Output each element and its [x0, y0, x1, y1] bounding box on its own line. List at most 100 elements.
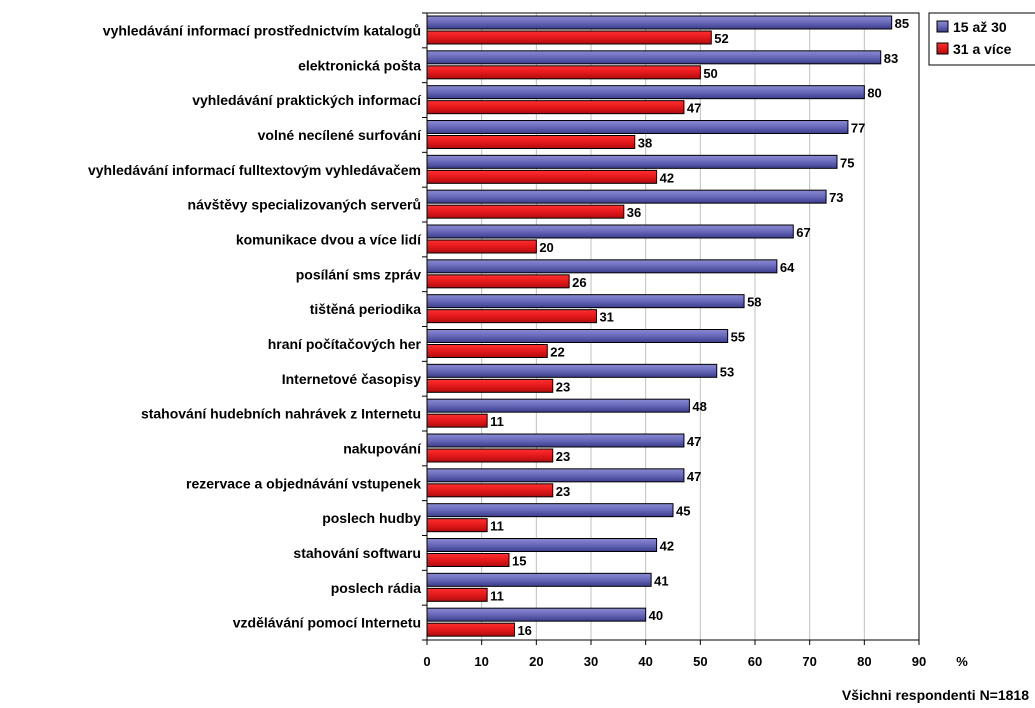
category-label-0: vyhledávání informací prostřednictvím ka…	[103, 22, 421, 38]
value-label-series1-17: 40	[649, 608, 663, 623]
value-label-series1-7: 64	[780, 260, 795, 275]
x-axis-unit: %	[956, 654, 968, 669]
value-label-series1-11: 48	[692, 399, 706, 414]
value-label-series2-13: 23	[556, 484, 570, 499]
category-label-2: vyhledávání praktických informací	[192, 92, 422, 108]
respondents-footnote: Všichni respondenti N=1818	[842, 687, 1029, 703]
legend-label-1: 31 a více	[953, 41, 1012, 57]
value-label-series1-4: 75	[840, 155, 854, 170]
bar-series1-2	[426, 85, 865, 100]
bars	[426, 15, 893, 637]
value-label-series1-15: 42	[660, 539, 674, 554]
category-label-4: vyhledávání informací fulltextovým vyhle…	[88, 162, 421, 178]
bar-series1-17	[426, 607, 647, 622]
axes	[422, 12, 920, 645]
bar-series2-8	[426, 309, 597, 324]
bar-series1-15	[426, 538, 658, 552]
value-label-series2-17: 16	[517, 623, 531, 638]
value-label-series2-1: 50	[703, 66, 717, 81]
bar-series1-5	[426, 189, 827, 204]
x-tick-label-70: 70	[802, 654, 816, 669]
value-label-series1-8: 58	[747, 295, 761, 310]
bar-series1-14	[426, 503, 674, 518]
bar-series2-14	[426, 518, 488, 533]
x-tick-label-40: 40	[638, 654, 652, 669]
x-tick-label-30: 30	[584, 654, 598, 669]
bar-series1-16	[426, 572, 652, 587]
value-label-series2-6: 20	[539, 240, 553, 255]
bar-series1-4	[426, 154, 838, 169]
value-label-series1-1: 83	[884, 51, 898, 66]
labels: 85 83 80 77 75 73 67 64 58 55 53 48 47 47 45 42 41 40 52 50…	[88, 16, 1029, 703]
category-label-15: stahování softwaru	[293, 545, 421, 561]
category-label-16: poslech rádia	[331, 580, 421, 596]
bar-series1-9	[426, 329, 729, 343]
bar-series1-0	[426, 15, 893, 30]
category-label-11: stahování hudebních nahrávek z Internetu	[141, 406, 421, 422]
bar-series2-7	[426, 274, 570, 289]
value-label-series1-13: 47	[687, 469, 701, 484]
x-tick-label-50: 50	[693, 654, 707, 669]
bar-series2-2	[426, 100, 685, 115]
value-label-series2-4: 42	[660, 170, 674, 185]
value-label-series2-7: 26	[572, 275, 586, 290]
legend: 15 až 30 31 a více	[928, 12, 1035, 66]
value-label-series2-15: 15	[512, 554, 526, 569]
bar-series2-12	[426, 448, 554, 463]
value-label-series2-9: 22	[550, 345, 564, 360]
bar-series2-16	[426, 587, 488, 602]
bar-series2-17	[426, 622, 515, 637]
bar-series1-10	[426, 363, 718, 378]
bar-series1-6	[426, 224, 794, 239]
x-tick-label-80: 80	[857, 654, 871, 669]
value-label-series1-5: 73	[829, 190, 843, 205]
x-tick-label-10: 10	[474, 654, 488, 669]
x-tick-label-60: 60	[748, 654, 762, 669]
category-label-9: hraní počítačových her	[268, 336, 422, 352]
value-label-series2-0: 52	[714, 31, 728, 46]
category-label-12: nakupování	[343, 440, 422, 456]
bar-series1-11	[426, 398, 690, 413]
bar-series1-12	[426, 433, 685, 448]
legend-label-0: 15 až 30	[953, 19, 1007, 35]
value-label-series2-3: 38	[638, 136, 652, 151]
value-label-series2-8: 31	[599, 310, 613, 325]
bar-series1-7	[426, 259, 778, 274]
bar-series2-3	[426, 135, 636, 149]
category-label-1: elektronická pošta	[298, 57, 421, 73]
value-label-series1-6: 67	[796, 225, 810, 240]
bar-series2-11	[426, 413, 488, 428]
value-label-series1-9: 55	[731, 330, 745, 345]
gridlines	[481, 13, 865, 640]
bar-series2-10	[426, 378, 554, 393]
value-label-series1-14: 45	[676, 504, 690, 519]
category-label-8: tištěná periodika	[310, 301, 421, 317]
x-tick-label-20: 20	[529, 654, 543, 669]
bar-series2-15	[426, 553, 510, 567]
bar-series2-0	[426, 30, 712, 45]
value-label-series1-16: 41	[654, 573, 668, 588]
category-label-17: vzdělávání pomocí Internetu	[233, 615, 421, 631]
bar-series2-4	[426, 169, 658, 184]
category-label-10: Internetové časopisy	[282, 371, 421, 387]
legend-swatch-0	[936, 20, 949, 33]
category-label-3: volné necílené surfování	[258, 127, 422, 143]
bar-series1-13	[426, 468, 685, 483]
bar-series2-1	[426, 65, 701, 80]
category-label-13: rezervace a objednávání vstupenek	[186, 475, 421, 491]
bar-series2-5	[426, 204, 625, 219]
legend-swatch-1	[936, 42, 949, 55]
value-label-series1-12: 47	[687, 434, 701, 449]
value-label-series2-10: 23	[556, 379, 570, 394]
category-label-7: posílání sms zpráv	[296, 266, 421, 282]
value-label-series1-2: 80	[867, 86, 881, 101]
value-label-series2-11: 11	[490, 414, 504, 429]
category-label-6: komunikace dvou a více lidí	[236, 231, 422, 247]
bar-series1-1	[426, 50, 882, 65]
bar-series1-3	[426, 120, 849, 134]
value-label-series2-2: 47	[687, 101, 701, 116]
value-label-series2-16: 11	[490, 588, 504, 603]
bar-series1-8	[426, 294, 745, 309]
value-label-series2-5: 36	[627, 205, 641, 220]
